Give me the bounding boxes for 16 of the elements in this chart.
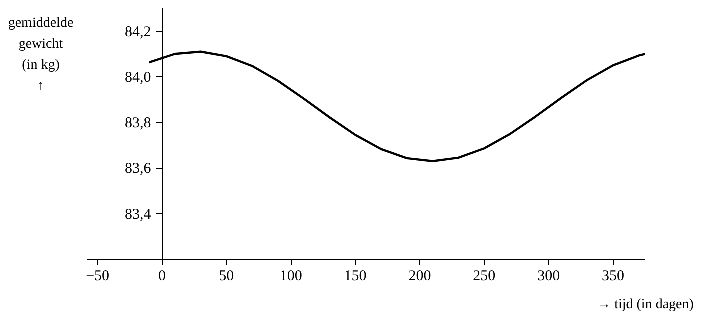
x-axis-title: → tijd (in dagen) <box>597 298 694 312</box>
x-tick-label: 350 <box>602 268 625 284</box>
x-tick-label: 150 <box>344 268 367 284</box>
y-tick-label: 83,4 <box>124 206 152 223</box>
x-tick-label: 250 <box>473 268 496 284</box>
x-tick-label: 200 <box>408 268 432 284</box>
y-tick-label: 84,2 <box>124 24 152 40</box>
x-tick-label: 0 <box>158 268 166 284</box>
x-tick-label: −50 <box>86 268 110 284</box>
x-tick-label: 50 <box>219 268 234 284</box>
y-axis-title: gemiddelde gewicht (in kg) ↑ <box>8 15 74 96</box>
y-tick-label: 83,6 <box>124 161 152 178</box>
y-tick-label: 83,8 <box>124 116 152 132</box>
y-tick-label: 84,0 <box>124 70 152 86</box>
x-tick-label: 300 <box>538 268 560 284</box>
x-tick-label: 100 <box>280 268 302 284</box>
